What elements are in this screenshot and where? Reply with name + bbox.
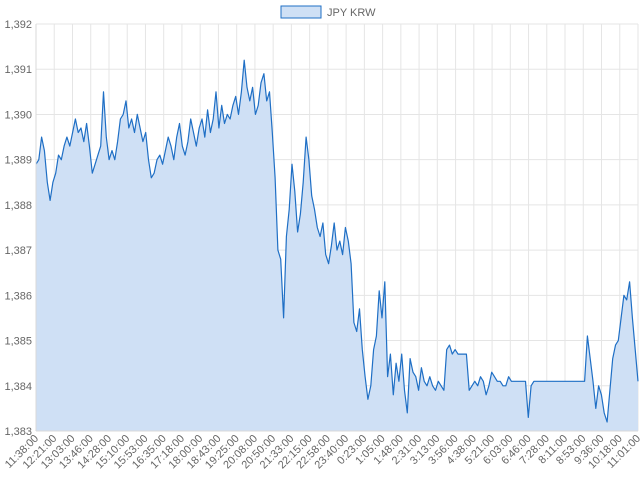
y-tick-label: 1,385 bbox=[4, 336, 32, 348]
legend-label[interactable]: JPY KRW bbox=[327, 7, 376, 19]
legend[interactable]: JPY KRW bbox=[280, 5, 376, 19]
axis-layer: 1,383 1,384 1,385 1,386 1,387 1,388 1,389 1,390… bbox=[3, 19, 640, 471]
y-tick-label: 1,384 bbox=[4, 381, 32, 393]
series-area-fill bbox=[36, 60, 638, 431]
y-tick-label: 1,392 bbox=[4, 19, 32, 31]
area-layer bbox=[35, 59, 639, 431]
y-tick-label: 1,383 bbox=[4, 426, 32, 438]
y-tick-label: 1,389 bbox=[4, 155, 32, 167]
y-tick-label: 1,391 bbox=[4, 64, 32, 76]
legend-swatch[interactable] bbox=[280, 5, 322, 19]
series-line bbox=[35, 59, 639, 423]
y-tick-label: 1,386 bbox=[4, 290, 32, 302]
y-tick-label: 1,388 bbox=[4, 200, 32, 212]
y-tick-label: 1,387 bbox=[4, 245, 32, 257]
y-tick-label: 1,390 bbox=[4, 109, 32, 121]
